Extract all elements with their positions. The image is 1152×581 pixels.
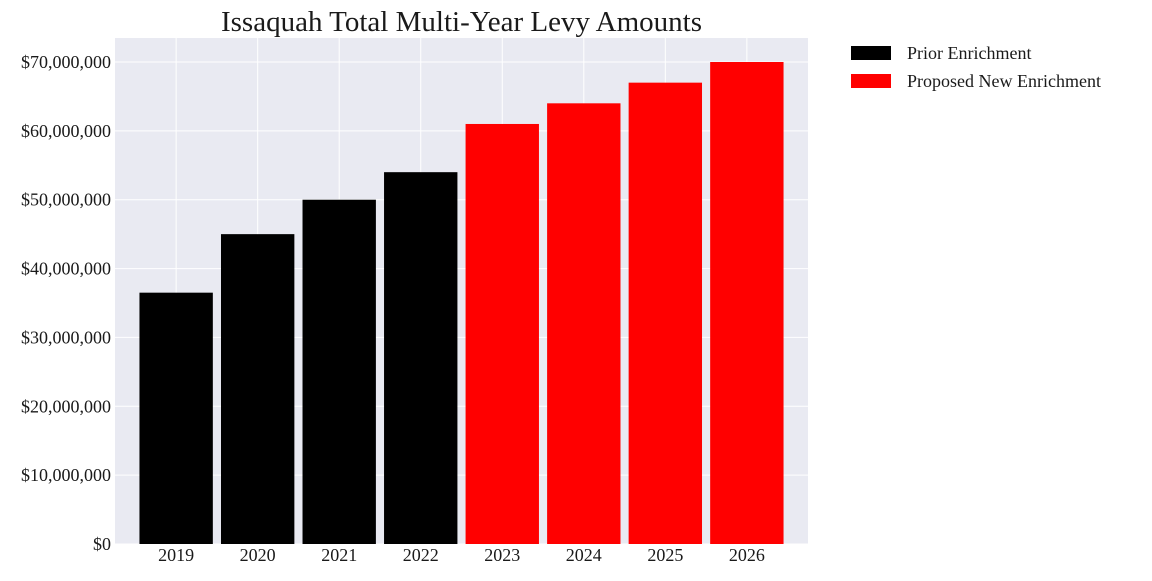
y-tick-label: $0	[93, 534, 111, 554]
x-tick-label: 2021	[321, 545, 357, 565]
bar-2026	[710, 62, 784, 544]
legend-label-1: Prior Enrichment	[907, 43, 1031, 63]
x-tick-label: 2022	[403, 545, 439, 565]
y-tick-label: $50,000,000	[21, 190, 111, 210]
legend: Prior Enrichment Proposed New Enrichment	[851, 43, 1101, 91]
x-tick-label: 2020	[240, 545, 276, 565]
y-tick-label: $30,000,000	[21, 327, 111, 347]
plot-area: $0 $10,000,000 $20,000,000 $30,000,000 $40,0…	[21, 38, 808, 565]
bar-2022	[384, 172, 458, 544]
x-tick-label: 2026	[729, 545, 765, 565]
bar-2024	[547, 103, 621, 545]
x-tick-label: 2023	[484, 545, 520, 565]
bar-2025	[628, 82, 703, 545]
legend-swatch-2	[851, 74, 891, 88]
plot-background	[115, 38, 808, 544]
bar-2019	[139, 292, 213, 544]
bar-2023	[465, 123, 539, 544]
legend-swatch-1	[851, 46, 891, 60]
y-tick-label: $70,000,000	[21, 52, 111, 72]
x-tick-label: 2025	[647, 545, 683, 565]
x-tick-label: 2019	[158, 545, 194, 565]
y-tick-label: $40,000,000	[21, 259, 111, 279]
legend-label-2: Proposed New Enrichment	[907, 71, 1101, 91]
y-tick-label: $20,000,000	[21, 396, 111, 416]
y-tick-label: $60,000,000	[21, 121, 111, 141]
bar-2020	[220, 234, 295, 544]
x-tick-label: 2024	[566, 545, 602, 565]
bar-2021	[302, 199, 376, 544]
y-tick-label: $10,000,000	[21, 465, 111, 485]
chart-title: Issaquah Total Multi-Year Levy Amounts	[221, 6, 702, 38]
